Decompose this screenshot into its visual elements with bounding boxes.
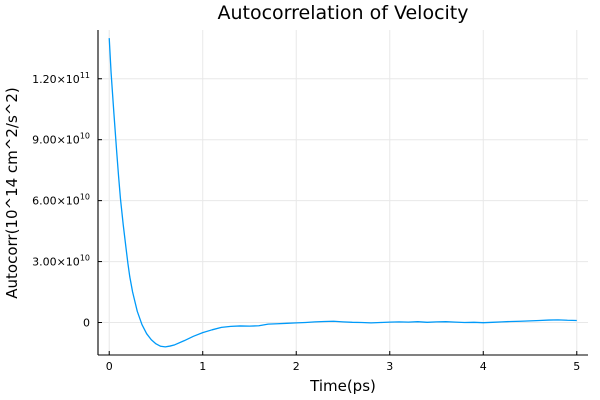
series-layer xyxy=(108,38,577,348)
axis-ticks: 0 1 2 3 4 5 0 3.00×1010 6.00×1010 9.00×1010 1.20×1… xyxy=(32,71,580,373)
grid-lines xyxy=(98,30,588,355)
x-tick-label: 3 xyxy=(386,360,393,373)
series-line-0 xyxy=(108,38,577,348)
axes-frame xyxy=(97,30,588,356)
x-tick-label: 5 xyxy=(573,360,580,373)
x-tick-label: 1 xyxy=(199,360,206,373)
x-tick-label: 4 xyxy=(480,360,487,373)
x-tick-label: 0 xyxy=(106,360,113,373)
y-tick-label: 3.00×1010 xyxy=(32,254,90,269)
y-axis-label: Autocorr(10^14 cm^2/s^2) xyxy=(3,87,21,299)
y-tick-label: 0 xyxy=(83,317,90,330)
chart-title: Autocorrelation of Velocity xyxy=(218,2,469,24)
x-tick-label: 2 xyxy=(293,360,300,373)
y-tick-label: 9.00×1010 xyxy=(32,132,90,147)
y-tick-label: 6.00×1010 xyxy=(32,193,90,208)
x-axis-label: Time(ps) xyxy=(309,377,376,395)
y-tick-label: 1.20×1011 xyxy=(32,71,90,86)
